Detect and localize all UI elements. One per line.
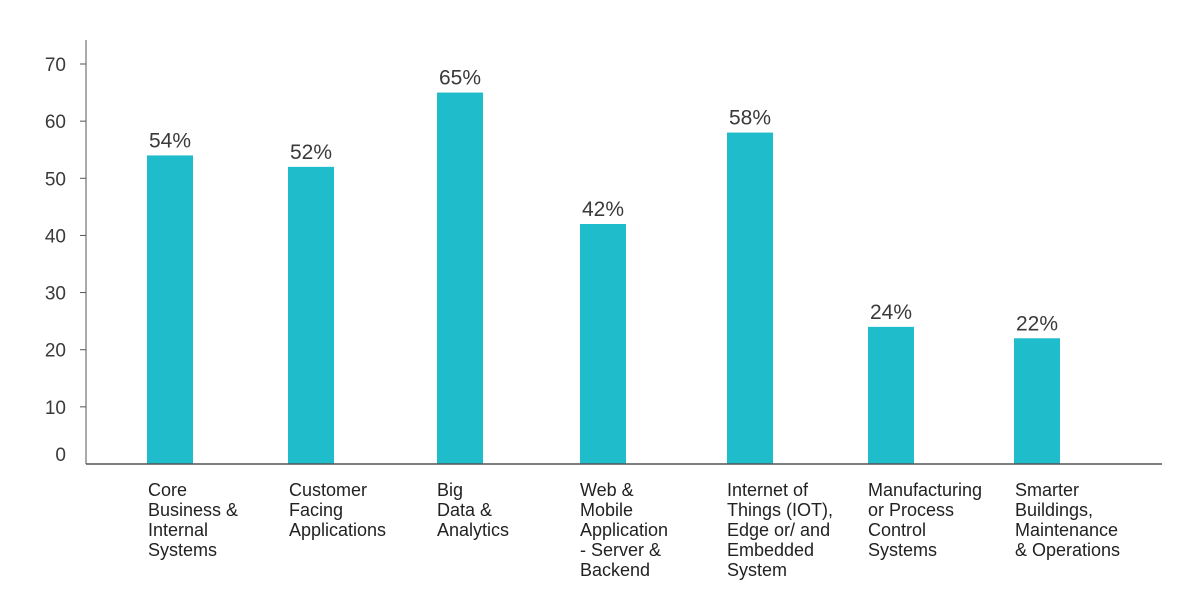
x-category-label-line: Internal	[148, 520, 208, 540]
data-labels: 54% 52% 65% 42% 58% 24% 22%	[149, 67, 1058, 336]
x-category-label-line: Mobile	[580, 500, 633, 520]
x-category-label: Smarter Buildings, Maintenance & Operations	[1015, 480, 1120, 560]
bar	[147, 155, 193, 464]
x-category-label-line: Internet of	[727, 480, 809, 500]
x-category-label-line: Maintenance	[1015, 520, 1118, 540]
x-category-label-line: Application	[580, 520, 668, 540]
data-label: 24%	[870, 301, 912, 324]
x-category-label-line: Backend	[580, 560, 650, 580]
x-category-label-line: Embedded	[727, 540, 814, 560]
x-category-label: Customer Facing Applications	[289, 480, 386, 540]
x-category-label-line: Core	[148, 480, 187, 500]
x-category-label: Big Data & Analytics	[437, 480, 509, 540]
y-tick-label: 40	[45, 226, 66, 247]
bar	[288, 166, 334, 464]
y-tick-label: 60	[45, 112, 66, 133]
x-category-label-line: Manufacturing	[868, 480, 982, 500]
x-category-label-line: Big	[437, 480, 463, 500]
data-label: 58%	[729, 107, 771, 130]
x-category-label-line: Analytics	[437, 520, 509, 540]
bar	[727, 132, 773, 465]
y-tick-label: 0	[55, 445, 66, 466]
x-category-label-line: Systems	[868, 540, 937, 560]
x-category-label: Core Business & Internal Systems	[148, 480, 238, 560]
x-category-label-line: Systems	[148, 540, 217, 560]
bar	[580, 224, 626, 464]
x-category-label-line: Smarter	[1015, 480, 1079, 500]
data-label: 54%	[149, 129, 191, 152]
x-category-label-line: - Server &	[580, 540, 661, 560]
x-category-label-line: Applications	[289, 520, 386, 540]
data-label: 42%	[582, 198, 624, 221]
x-category-label-line: & Operations	[1015, 540, 1120, 560]
x-category-label-line: Control	[868, 520, 926, 540]
y-axis: 0 10 20 30 40 50 60 70	[45, 40, 87, 466]
bars	[147, 92, 1060, 465]
x-category-label-line: Edge or/ and	[727, 520, 830, 540]
bar	[437, 92, 483, 465]
data-label: 22%	[1016, 312, 1058, 335]
x-category-label-line: Web &	[580, 480, 634, 500]
x-category-label: Manufacturing or Process Control Systems	[868, 480, 982, 560]
y-tick-label: 50	[45, 169, 66, 190]
x-category-label-line: or Process	[868, 500, 954, 520]
bar	[868, 326, 914, 464]
x-category-label: Web & Mobile Application - Server & Backend	[580, 480, 668, 580]
x-category-label-line: Buildings,	[1015, 500, 1093, 520]
x-category-label-line: Things (IOT),	[727, 500, 833, 520]
x-category-label: Internet of Things (IOT), Edge or/ and Embe…	[727, 480, 833, 580]
y-tick-label: 70	[45, 55, 66, 76]
y-tick-label: 10	[45, 398, 66, 419]
bar	[1014, 338, 1060, 464]
y-tick-label: 20	[45, 341, 66, 362]
x-category-label-line: Customer	[289, 480, 367, 500]
x-category-label-line: Data &	[437, 500, 492, 520]
data-label: 52%	[290, 141, 332, 164]
x-category-label-line: Facing	[289, 500, 343, 520]
y-tick-label: 30	[45, 284, 66, 305]
x-category-label-line: System	[727, 560, 787, 580]
data-label: 65%	[439, 67, 481, 90]
x-category-label-line: Business &	[148, 500, 238, 520]
